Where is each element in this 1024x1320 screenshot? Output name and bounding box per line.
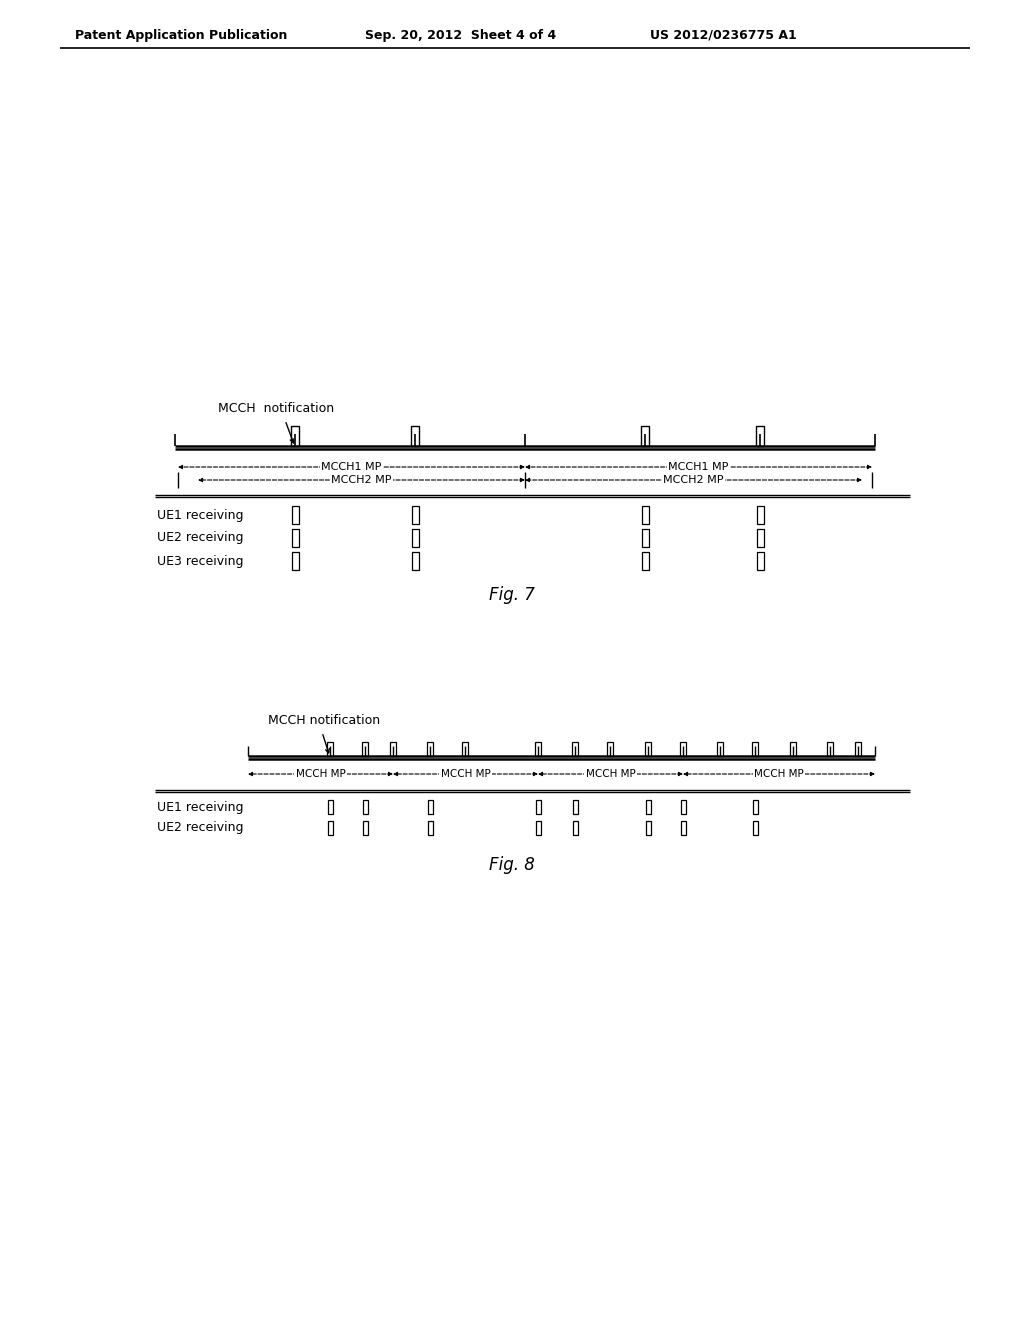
Bar [646,800,651,814]
Bar [572,742,578,756]
Text: US 2012/0236775 A1: US 2012/0236775 A1 [650,29,797,41]
Text: MCCH1 MP: MCCH1 MP [322,462,382,473]
Bar [717,742,723,756]
Bar [790,742,796,756]
Bar [428,800,433,814]
Text: MCCH1 MP: MCCH1 MP [669,462,729,473]
Bar [390,742,396,756]
Bar [292,506,299,524]
Bar [607,742,613,756]
Bar [536,821,541,836]
Bar [412,506,419,524]
Bar [328,821,333,836]
Text: UE2 receiving: UE2 receiving [157,532,244,544]
Bar [757,529,764,546]
Bar [752,742,758,756]
Bar [642,552,649,570]
Text: MCCH MP: MCCH MP [586,770,635,779]
Text: Fig. 8: Fig. 8 [489,855,535,874]
Text: MCCH MP: MCCH MP [754,770,804,779]
Text: Patent Application Publication: Patent Application Publication [75,29,288,41]
Bar [362,742,368,756]
Bar [362,821,368,836]
Bar [753,821,758,836]
Text: UE1 receiving: UE1 receiving [157,800,244,813]
Bar [642,529,649,546]
Bar [573,821,578,836]
Bar [681,821,686,836]
Bar [291,426,299,446]
Bar [753,800,758,814]
Text: UE3 receiving: UE3 receiving [157,554,244,568]
Bar [292,552,299,570]
Bar [757,506,764,524]
Bar [411,426,419,446]
Text: MCCH notification: MCCH notification [268,714,380,726]
Bar [427,742,433,756]
Text: Sep. 20, 2012  Sheet 4 of 4: Sep. 20, 2012 Sheet 4 of 4 [365,29,556,41]
Text: MCCH MP: MCCH MP [440,770,490,779]
Bar [362,800,368,814]
Bar [646,821,651,836]
Bar [462,742,468,756]
Bar [756,426,764,446]
Bar [855,742,861,756]
Text: MCCH2 MP: MCCH2 MP [331,475,392,484]
Text: MCCH  notification: MCCH notification [218,401,334,414]
Bar [535,742,541,756]
Bar [536,800,541,814]
Bar [573,800,578,814]
Text: MCCH MP: MCCH MP [296,770,345,779]
Text: UE2 receiving: UE2 receiving [157,821,244,834]
Bar [757,552,764,570]
Bar [641,426,649,446]
Text: UE1 receiving: UE1 receiving [157,508,244,521]
Bar [645,742,651,756]
Bar [412,552,419,570]
Bar [327,742,333,756]
Bar [428,821,433,836]
Bar [827,742,833,756]
Bar [328,800,333,814]
Text: Fig. 7: Fig. 7 [489,586,535,605]
Bar [412,529,419,546]
Bar [642,506,649,524]
Bar [681,800,686,814]
Bar [292,529,299,546]
Bar [680,742,686,756]
Text: MCCH2 MP: MCCH2 MP [664,475,724,484]
